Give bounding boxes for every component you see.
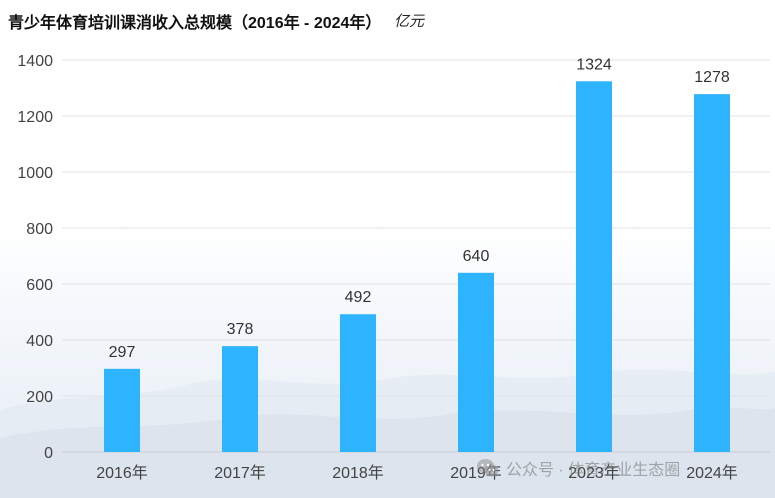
y-tick-label: 1200	[17, 109, 53, 126]
bar	[458, 272, 494, 452]
x-tick-label: 2023年	[568, 464, 620, 482]
data-label: 492	[345, 289, 372, 306]
x-tick-label: 2018年	[332, 464, 384, 482]
chart-title: 青少年体育培训课消收入总规模（2016年 - 2024年）	[8, 15, 382, 32]
data-label: 640	[463, 248, 490, 265]
y-tick-label: 0	[44, 445, 53, 462]
bar	[222, 346, 258, 452]
y-tick-label: 200	[26, 389, 53, 406]
unit-label: 亿元	[394, 13, 425, 30]
y-tick-label: 600	[26, 277, 53, 294]
y-tick-label: 1400	[17, 53, 53, 70]
watermark: 公众号 · 体育产业生态圈	[476, 456, 680, 480]
y-tick-label: 800	[26, 221, 53, 238]
data-label: 378	[227, 321, 254, 338]
wechat-icon	[477, 459, 499, 477]
x-tick-label: 2024年	[686, 464, 738, 482]
watermark-text: 公众号 · 体育产业生态圈	[506, 462, 681, 479]
data-label: 1324	[576, 56, 612, 73]
bar	[694, 94, 730, 452]
y-tick-label: 1000	[17, 165, 53, 182]
bar	[576, 81, 612, 452]
x-tick-label: 2016年	[96, 464, 148, 482]
y-tick-label: 400	[26, 333, 53, 350]
data-label: 1278	[694, 69, 730, 86]
x-tick-label: 2017年	[214, 464, 266, 482]
bar	[340, 314, 376, 452]
bar	[104, 368, 140, 452]
data-label: 297	[109, 344, 136, 361]
